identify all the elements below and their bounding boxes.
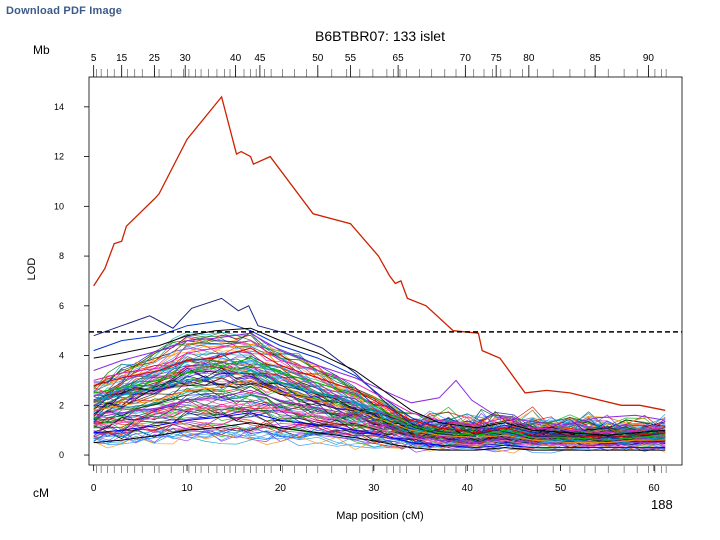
trait-profile-line	[93, 399, 666, 447]
x-axis-label: Map position (cM)	[336, 510, 423, 522]
y-tick-label: 12	[54, 152, 64, 162]
y-tick-label: 8	[59, 251, 64, 261]
mb-tick-label: 30	[180, 53, 192, 64]
series-trait-navy-top	[93, 297, 666, 439]
chart-title: B6BTBR07: 133 islet	[315, 28, 445, 44]
trait-profile-line	[93, 334, 666, 434]
trait-profile-line	[93, 390, 666, 446]
mb-tick-label: 70	[460, 53, 472, 64]
mb-tick-label: 55	[345, 53, 357, 64]
mb-tick-label: 80	[523, 53, 535, 64]
mb-tick-label: 25	[149, 53, 161, 64]
y-tick-label: 14	[54, 102, 64, 112]
mb-tick-label: 40	[230, 53, 242, 64]
trait-profile-line	[93, 410, 666, 447]
x-tick-label: 40	[462, 483, 474, 494]
cm-axis-label: cM	[33, 486, 49, 500]
axes: 0 2 4 6 8 10 12 14 0 10 20 30 40 50 60 5 15 25 30 40 45 50 55 6…	[54, 53, 667, 494]
y-tick-label: 10	[54, 201, 64, 211]
x-tick-label: 10	[181, 483, 193, 494]
series-group	[93, 95, 666, 451]
series-trait-low-blue	[93, 412, 666, 449]
mb-tick-label: 75	[491, 53, 503, 64]
mb-tick-label: 15	[116, 53, 128, 64]
series-trait-green	[93, 357, 666, 441]
series-trait-cyan	[93, 369, 666, 444]
x-tick-label: 60	[648, 483, 660, 494]
y-axis-label: LOD	[26, 258, 38, 281]
x-tick-label: 0	[91, 483, 97, 494]
trait-profile-line	[93, 342, 666, 434]
slide-number: 188	[651, 497, 673, 512]
trait-profile-line	[93, 417, 666, 449]
y-tick-label: 4	[59, 351, 64, 361]
trait-profile-line	[93, 420, 666, 446]
plot-frame	[88, 76, 683, 466]
mb-tick-label: 85	[590, 53, 602, 64]
x-tick-label: 20	[275, 483, 287, 494]
trait-profile-line	[93, 339, 666, 435]
trait-profile-line	[93, 336, 666, 434]
mb-tick-label: 90	[643, 53, 655, 64]
trait-profile-line	[93, 343, 666, 434]
series-trait-magenta	[93, 340, 666, 434]
series-trait-purple	[93, 332, 666, 426]
y-tick-label: 0	[59, 450, 64, 460]
series-trait-pink	[93, 402, 666, 449]
mb-tick-label: 5	[91, 53, 97, 64]
y-tick-label: 6	[59, 301, 64, 311]
series-trait-red-2	[93, 347, 666, 439]
x-tick-label: 30	[368, 483, 380, 494]
y-tick-label: 2	[59, 400, 64, 410]
trait-cloud	[93, 331, 666, 454]
mb-tick-label: 50	[312, 53, 324, 64]
mb-tick-label: 45	[254, 53, 266, 64]
mb-tick-label: 65	[393, 53, 405, 64]
series-trait-orange	[93, 379, 666, 444]
series-trait-black	[93, 327, 666, 436]
mb-axis-label: Mb	[33, 43, 50, 57]
trait-profile-line	[93, 428, 666, 454]
x-tick-label: 50	[555, 483, 567, 494]
series-trait-low-black	[93, 422, 666, 451]
trait-profile-line	[93, 365, 666, 443]
series-islet-trait-peak	[93, 95, 666, 411]
download-pdf-image-link[interactable]: Download PDF Image	[6, 5, 123, 17]
trait-profile-line	[93, 432, 666, 454]
